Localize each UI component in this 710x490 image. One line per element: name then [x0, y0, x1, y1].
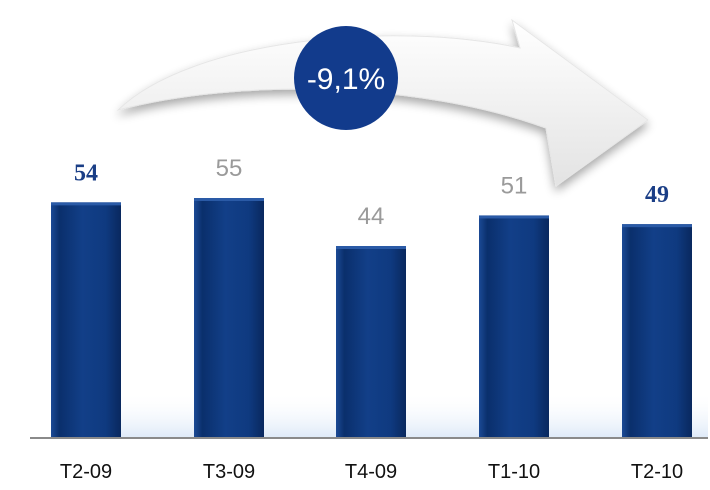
value-label-T4-09: 44 [358, 203, 385, 230]
bar-cap-T1-10 [479, 215, 549, 219]
bar-T1-10 [479, 215, 549, 438]
category-label-T1-10: T1-10 [488, 461, 540, 483]
bar-T4-09 [336, 246, 406, 438]
category-label-T2-10: T2-10 [631, 461, 683, 483]
bar-cap-T2-10 [622, 224, 692, 228]
bar-T3-09 [194, 198, 264, 438]
category-label-T3-09: T3-09 [203, 461, 255, 483]
value-label-T1-10: 51 [501, 172, 528, 199]
bar-T2-09 [51, 202, 121, 438]
bar-T2-10 [622, 224, 692, 438]
change-badge: -9,1% [294, 26, 398, 130]
value-label-T2-10: 49 [645, 182, 669, 208]
trend-arrow-shape [116, 18, 649, 187]
bar-cap-T3-09 [194, 198, 264, 201]
bar-cap-T2-09 [51, 202, 121, 206]
value-label-T2-09: 54 [74, 160, 98, 186]
value-label-T3-09: 55 [216, 155, 243, 182]
category-label-T4-09: T4-09 [345, 461, 397, 483]
change-badge-text: -9,1% [307, 63, 385, 96]
bar-cap-T4-09 [336, 246, 406, 249]
category-label-T2-09: T2-09 [60, 461, 112, 483]
